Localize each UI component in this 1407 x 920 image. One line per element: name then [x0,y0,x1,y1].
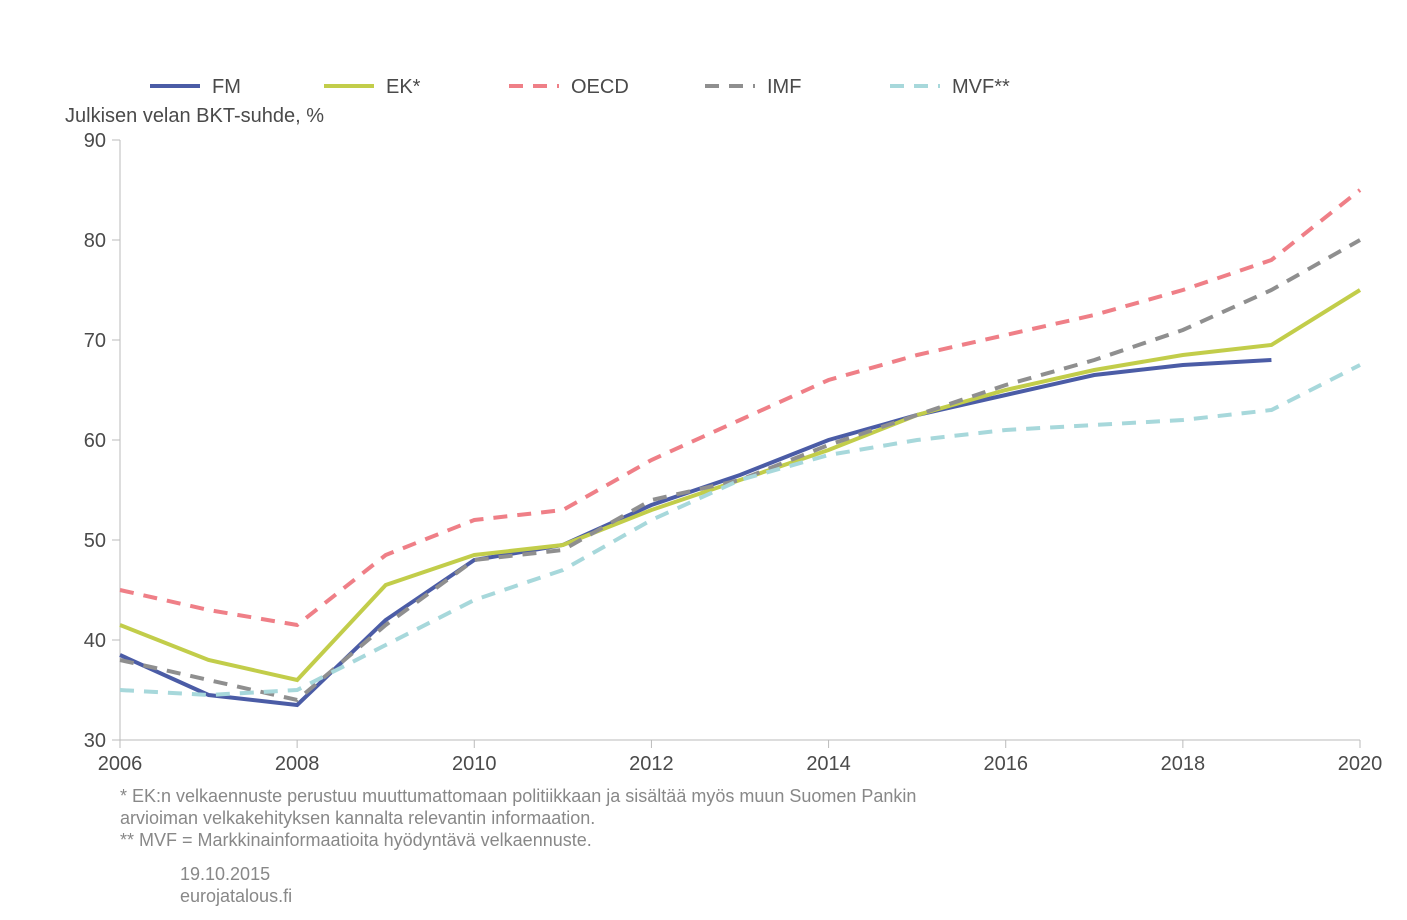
y-tick-label: 60 [84,430,106,452]
x-tick-label: 2006 [98,753,143,775]
legend-label: MVF** [952,76,1010,98]
chart-container: Julkisen velan BKT-suhde, % 30 40 50 60 70 80 9… [0,0,1407,920]
legend-label: EK* [386,76,421,98]
chart-note: ** MVF = Markkinainformaatioita hyödyntä… [120,830,592,850]
series-line-oecd [120,190,1360,625]
series-line-mvf [120,365,1360,695]
chart-source: eurojatalous.fi [180,886,292,906]
chart-note: arvioiman velkakehityksen kannalta relev… [120,808,595,828]
y-axis-title: Julkisen velan BKT-suhde, % [65,105,324,127]
chart-note: * EK:n velkaennuste perustuu muuttumatto… [120,786,916,806]
x-tick-label: 2020 [1338,753,1383,775]
series-line-fm [120,360,1271,705]
y-tick-label: 40 [84,630,106,652]
chart-date: 19.10.2015 [180,864,270,884]
series-line-imf [120,240,1360,700]
legend-label: OECD [571,76,629,98]
series-line-ek [120,290,1360,680]
x-tick-label: 2008 [275,753,320,775]
chart-svg: Julkisen velan BKT-suhde, % 30 40 50 60 70 80 9… [0,0,1407,920]
y-tick-label: 30 [84,730,106,752]
x-tick-label: 2016 [983,753,1028,775]
x-tick-label: 2010 [452,753,497,775]
x-tick-label: 2012 [629,753,674,775]
x-tick-label: 2014 [806,753,851,775]
y-tick-label: 80 [84,230,106,252]
y-tick-label: 90 [84,130,106,152]
x-tick-label: 2018 [1161,753,1206,775]
y-tick-label: 70 [84,330,106,352]
legend-label: IMF [767,76,801,98]
y-tick-label: 50 [84,530,106,552]
legend-label: FM [212,76,241,98]
